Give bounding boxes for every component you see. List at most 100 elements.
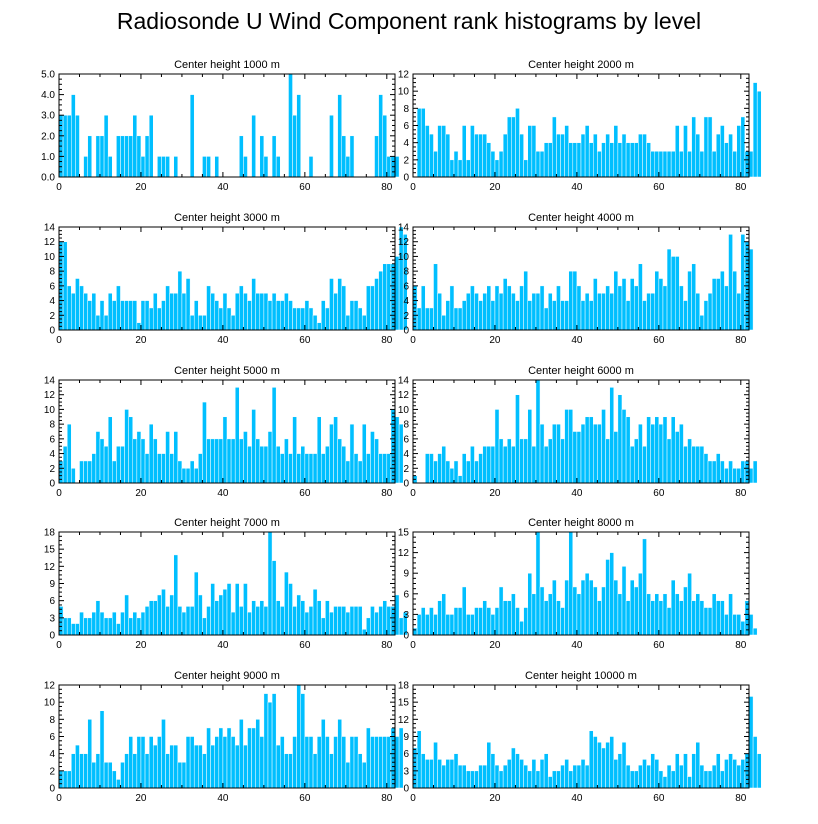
histogram-bar (429, 133, 434, 178)
histogram-bar (740, 759, 746, 789)
histogram-bar (333, 736, 338, 789)
histogram-bar (515, 108, 520, 178)
histogram-bar (650, 600, 656, 636)
histogram-bar (83, 460, 88, 484)
y-tick-label: 12 (44, 390, 56, 401)
histogram-bar (112, 611, 117, 636)
histogram-bar (560, 438, 565, 484)
histogram-bar (666, 438, 672, 484)
histogram-bar (449, 159, 455, 178)
histogram-bar (740, 460, 746, 484)
x-tick-label: 60 (653, 488, 665, 499)
histogram-bar (478, 453, 483, 484)
histogram-bar (724, 759, 729, 789)
histogram-bar (486, 741, 492, 789)
histogram-bar (511, 593, 516, 636)
histogram-bar (239, 719, 244, 789)
histogram-bar (95, 600, 101, 636)
histogram-bar (341, 135, 347, 178)
histogram-bar (247, 727, 252, 789)
histogram-bar (189, 606, 195, 636)
histogram-bar (218, 594, 224, 636)
histogram-bar (576, 593, 582, 636)
histogram-bar (707, 460, 713, 484)
histogram-bar (165, 606, 170, 636)
histogram-bar (560, 764, 565, 789)
histogram-bar (539, 423, 545, 484)
histogram-bar (453, 151, 459, 178)
y-tick-label: 6 (403, 589, 409, 600)
histogram-bar (556, 285, 561, 331)
histogram-bar (576, 764, 582, 789)
histogram-bar (605, 741, 610, 789)
y-tick-label: 2.0 (41, 131, 55, 142)
histogram-bar (466, 460, 471, 484)
histogram-bar (593, 736, 598, 789)
histogram-bar (609, 387, 615, 484)
histogram-bar (605, 559, 610, 636)
histogram-bar (267, 300, 273, 331)
histogram-bar (580, 423, 586, 484)
histogram-bar (341, 736, 347, 789)
histogram-bar (625, 142, 631, 178)
histogram-bar (539, 285, 545, 331)
histogram-bar (189, 94, 195, 178)
y-tick-label: 8 (403, 420, 409, 431)
histogram-bar (157, 156, 162, 178)
histogram-bar (584, 572, 590, 636)
histogram-bar (255, 606, 261, 636)
histogram-bar (683, 300, 688, 331)
histogram-bar (457, 764, 463, 789)
histogram-bar (148, 114, 154, 178)
histogram-bar (193, 571, 199, 636)
histogram-bar (666, 764, 672, 789)
y-tick-label: 4 (403, 449, 409, 460)
y-tick-label: 15 (398, 698, 410, 709)
histogram-bar (564, 409, 569, 484)
histogram-bar (230, 438, 236, 484)
y-tick-label: 1.0 (41, 152, 55, 163)
histogram-bar (740, 621, 746, 636)
histogram-bar (136, 322, 142, 331)
histogram-bar (87, 135, 93, 178)
histogram-bar (128, 617, 134, 636)
histogram-bar (353, 453, 359, 484)
histogram-bar (103, 617, 109, 636)
x-tick-label: 40 (571, 488, 583, 499)
histogram-bar (230, 736, 236, 789)
histogram-bar (470, 125, 475, 178)
histogram-bar (461, 453, 467, 484)
histogram-bar (531, 593, 537, 636)
histogram-bar (206, 285, 211, 331)
histogram-bar (597, 741, 602, 789)
histogram-bar (75, 623, 80, 636)
histogram-bar (437, 759, 442, 789)
histogram-bar (715, 753, 721, 789)
histogram-bar (662, 416, 668, 484)
histogram-bar (124, 594, 129, 636)
histogram-bar (136, 431, 142, 484)
panel-title: Center height 5000 m (174, 365, 280, 377)
histogram-bar (724, 142, 729, 178)
histogram-bar (214, 156, 220, 178)
histogram-bar (523, 438, 528, 484)
histogram-bar (120, 135, 125, 178)
histogram-bar (296, 684, 302, 789)
histogram-bar (638, 133, 643, 178)
histogram-bar (666, 607, 672, 636)
histogram-bar (165, 285, 170, 331)
histogram-bar (198, 315, 203, 331)
histogram-bar (161, 300, 166, 331)
histogram-bar (259, 600, 265, 636)
x-tick-label: 60 (299, 640, 311, 651)
histogram-bar (120, 611, 125, 636)
histogram-bar (222, 292, 228, 331)
histogram-bar (136, 736, 142, 789)
histogram-bar (128, 736, 134, 789)
histogram-bar (222, 588, 228, 636)
histogram-bar (288, 300, 293, 331)
panel-title: Center height 6000 m (528, 365, 634, 377)
histogram-bar (386, 156, 392, 178)
histogram-bar (506, 285, 512, 331)
histogram-bar (103, 114, 109, 178)
